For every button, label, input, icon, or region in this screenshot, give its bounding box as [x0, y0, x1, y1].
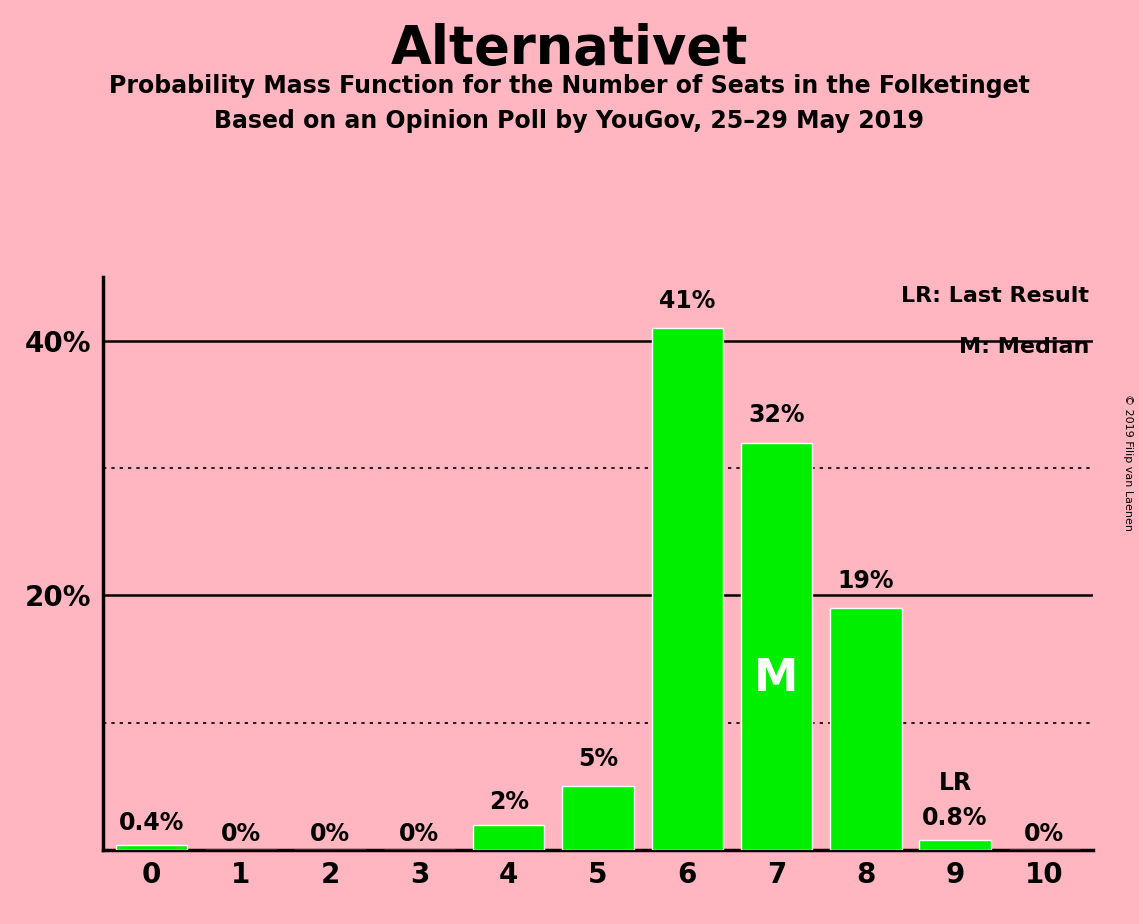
Text: 19%: 19%: [837, 569, 894, 593]
Text: 0.4%: 0.4%: [118, 810, 185, 834]
Text: 32%: 32%: [748, 404, 805, 428]
Text: M: M: [754, 658, 798, 700]
Text: M: Median: M: Median: [959, 337, 1089, 358]
Text: Probability Mass Function for the Number of Seats in the Folketinget: Probability Mass Function for the Number…: [109, 74, 1030, 98]
Bar: [563, 786, 633, 850]
Text: 5%: 5%: [577, 748, 618, 772]
Bar: [116, 845, 187, 850]
Text: LR: Last Result: LR: Last Result: [901, 286, 1089, 306]
Text: 0%: 0%: [1024, 822, 1065, 846]
Bar: [830, 608, 901, 850]
Text: 0%: 0%: [400, 822, 440, 846]
Bar: [919, 840, 991, 850]
Bar: [740, 443, 812, 850]
Text: Alternativet: Alternativet: [391, 23, 748, 75]
Text: Based on an Opinion Poll by YouGov, 25–29 May 2019: Based on an Opinion Poll by YouGov, 25–2…: [214, 109, 925, 133]
Text: © 2019 Filip van Laenen: © 2019 Filip van Laenen: [1123, 394, 1133, 530]
Text: 41%: 41%: [659, 289, 715, 313]
Text: 2%: 2%: [489, 790, 528, 814]
Text: 0%: 0%: [310, 822, 350, 846]
Text: 0%: 0%: [221, 822, 261, 846]
Bar: [652, 328, 723, 850]
Bar: [473, 824, 544, 850]
Text: LR: LR: [939, 772, 972, 796]
Text: 0.8%: 0.8%: [923, 806, 988, 830]
